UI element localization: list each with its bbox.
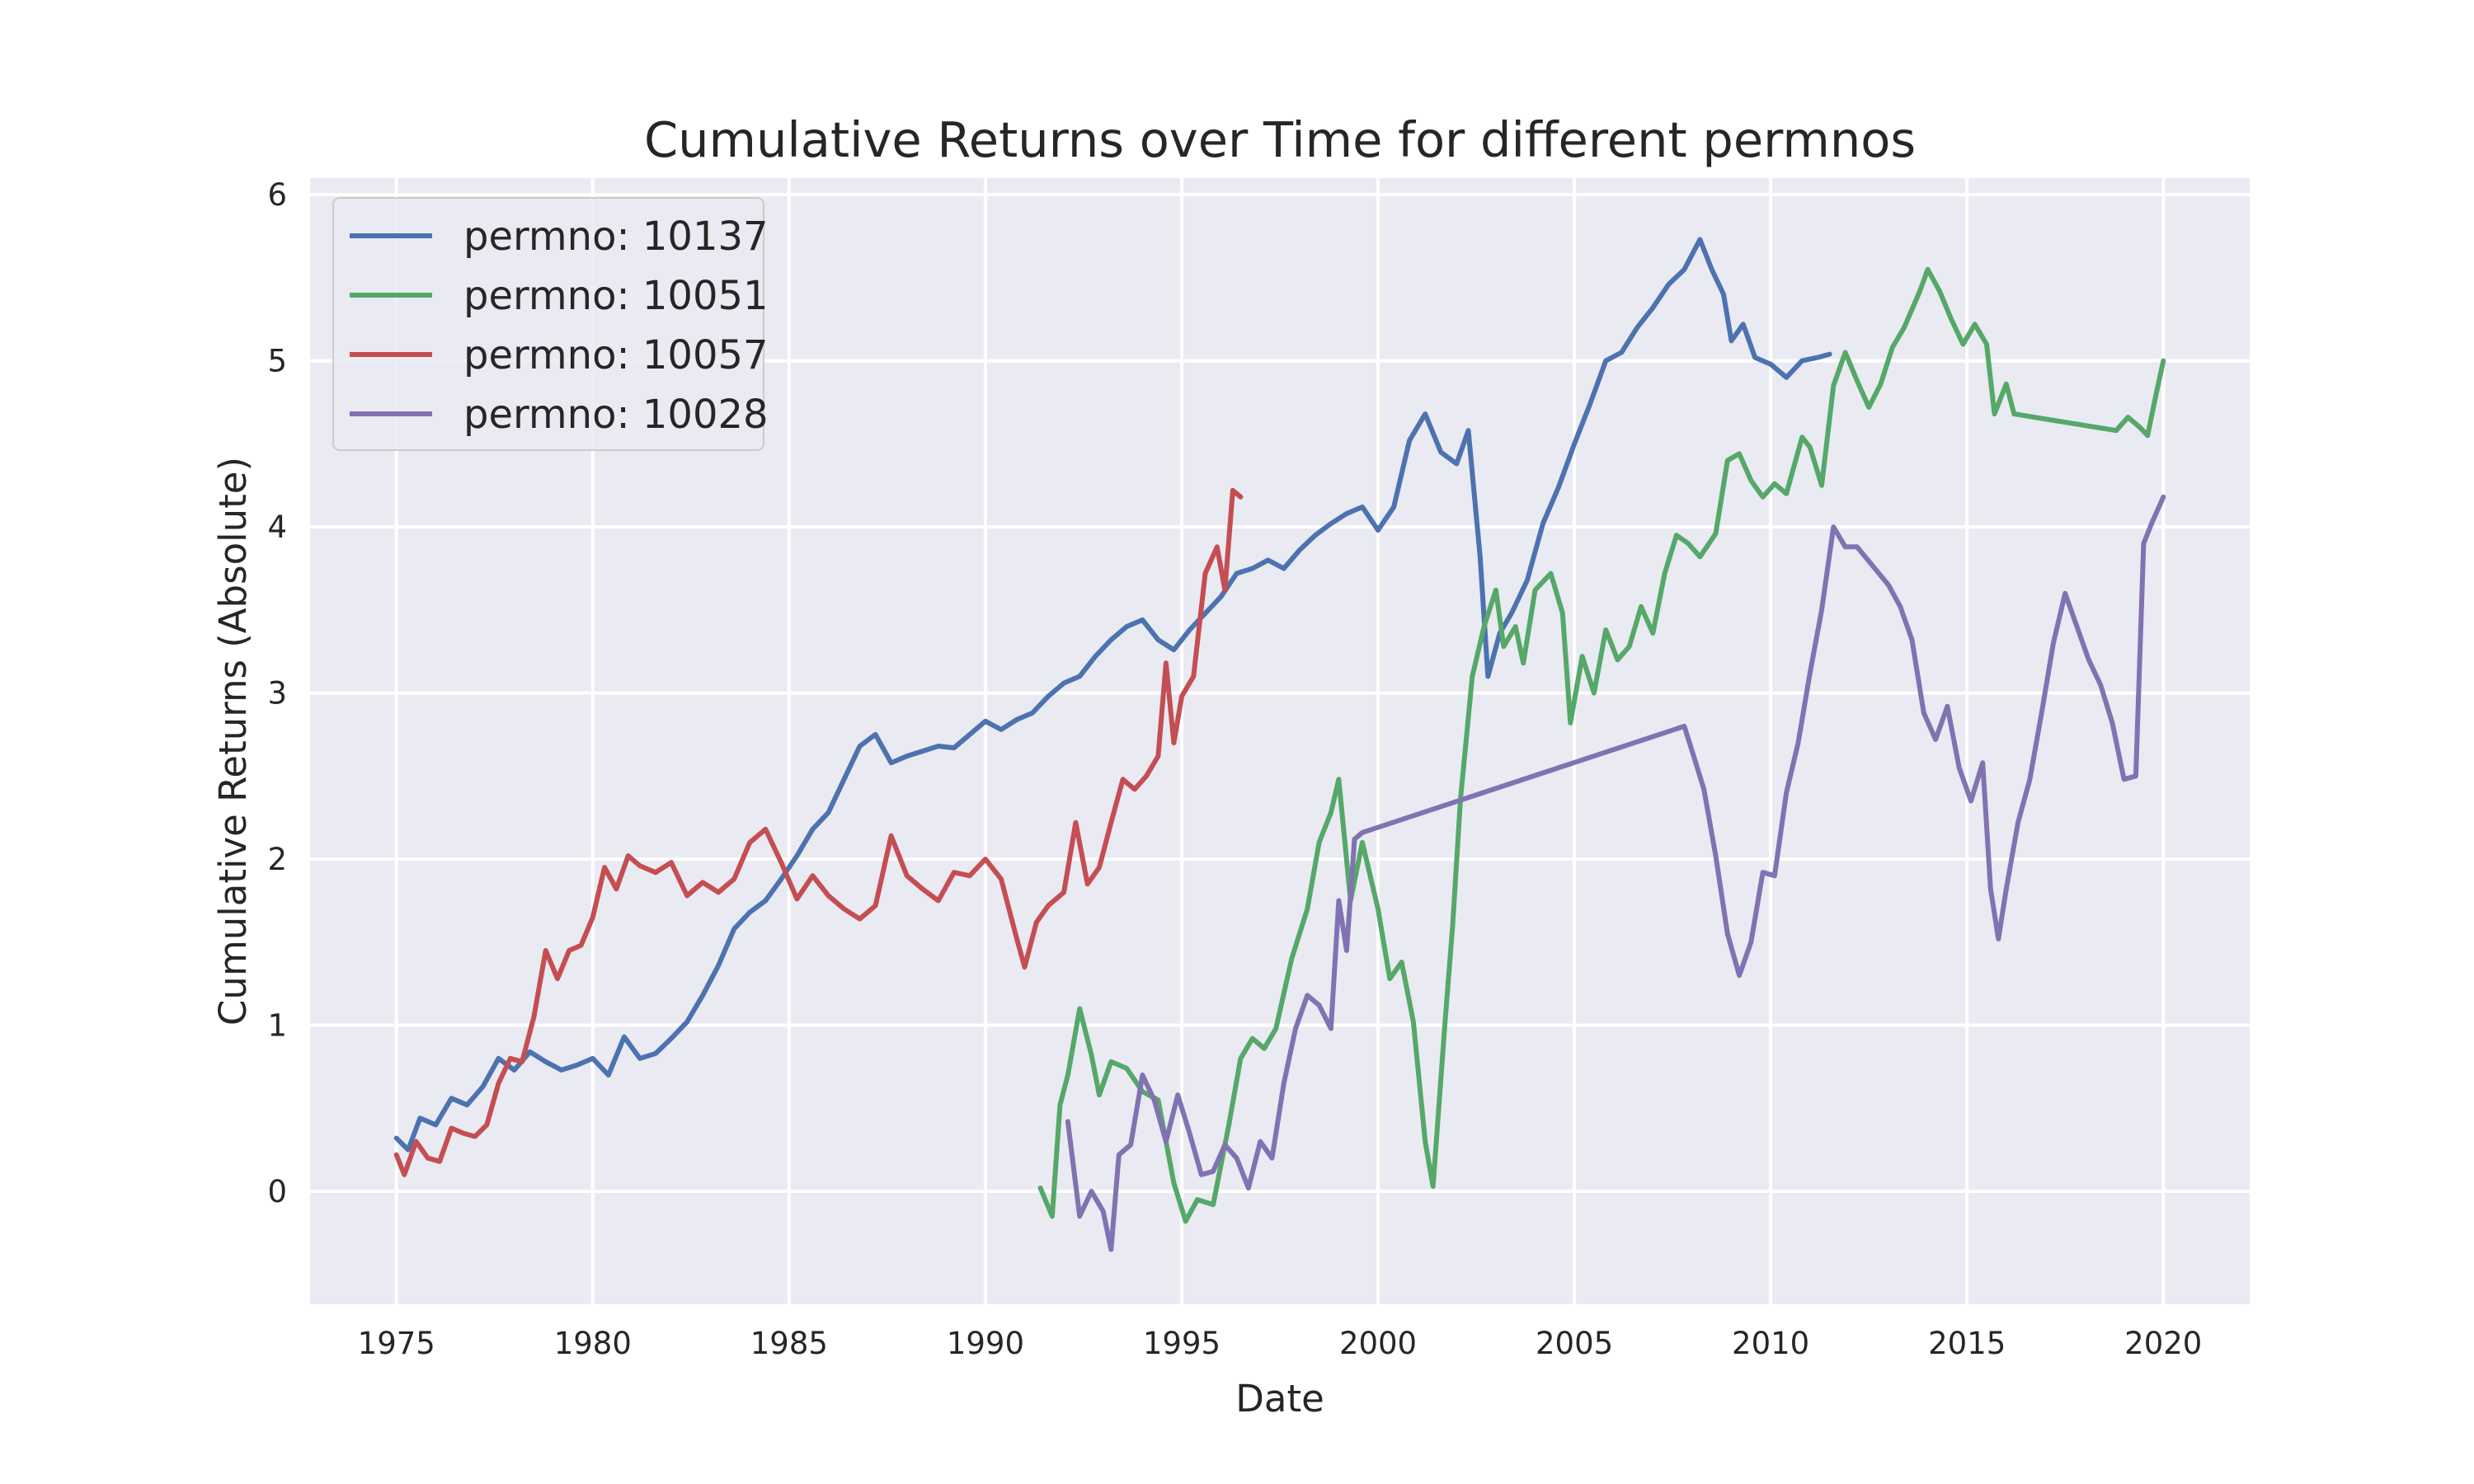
x-tick-label: 1980 <box>554 1326 632 1361</box>
x-tick-label: 2010 <box>1732 1326 1809 1361</box>
legend-box <box>332 197 764 451</box>
legend-label: permno: 10057 <box>463 332 769 378</box>
series-line-1 <box>1037 266 2166 1224</box>
x-tick-label: 1995 <box>1143 1326 1221 1361</box>
x-tick-label: 2020 <box>2124 1326 2202 1361</box>
legend: permno: 10137 permno: 10051 permno: 10057 p… <box>332 197 769 451</box>
legend-label: permno: 10028 <box>463 392 769 438</box>
legend-label: permno: 10051 <box>463 273 769 319</box>
x-tick-label: 2015 <box>1928 1326 2006 1361</box>
series-line-3 <box>1065 494 2166 1252</box>
y-tick-labels: 0 1 2 3 4 5 6 <box>267 177 287 1209</box>
legend-label: permno: 10137 <box>463 214 769 260</box>
gridlines <box>310 178 2250 1304</box>
x-tick-label: 2005 <box>1536 1326 1613 1361</box>
y-tick-label: 5 <box>267 344 287 379</box>
x-axis-label: Date <box>1235 1377 1324 1421</box>
y-tick-label: 2 <box>267 842 287 877</box>
x-tick-label: 1990 <box>947 1326 1024 1361</box>
y-tick-label: 3 <box>267 676 287 711</box>
x-tick-labels: 1975 1980 1985 1990 1995 2000 2005 2010 2015 2020 <box>358 1326 2203 1361</box>
series-line-2 <box>393 487 1244 1177</box>
y-axis-label: Cumulative Returns (Absolute) <box>211 457 255 1026</box>
series-line-0 <box>393 237 1832 1153</box>
y-tick-label: 6 <box>267 177 287 213</box>
x-tick-label: 1985 <box>750 1326 828 1361</box>
series-lines <box>393 237 2166 1252</box>
y-tick-label: 4 <box>267 510 287 545</box>
x-tick-label: 1975 <box>358 1326 435 1361</box>
chart-title: Cumulative Returns over Time for differe… <box>644 111 1916 168</box>
x-tick-label: 2000 <box>1339 1326 1417 1361</box>
y-tick-label: 0 <box>267 1174 287 1209</box>
y-tick-label: 1 <box>267 1008 287 1044</box>
